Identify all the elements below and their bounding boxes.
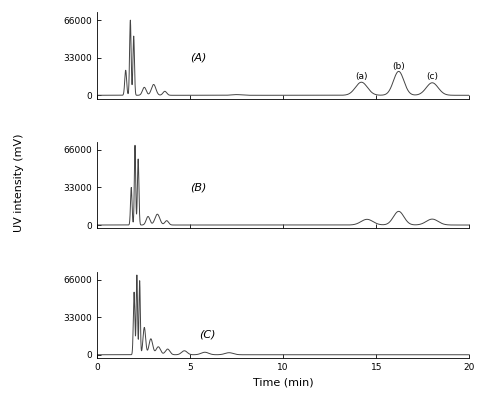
Text: (A): (A) — [190, 53, 206, 63]
Text: (b): (b) — [393, 62, 405, 71]
Text: (C): (C) — [199, 329, 216, 339]
Text: UV intensity (mV): UV intensity (mV) — [15, 134, 24, 232]
Text: (a): (a) — [355, 72, 368, 81]
Text: (B): (B) — [190, 182, 206, 193]
Text: (c): (c) — [426, 72, 438, 81]
X-axis label: Time (min): Time (min) — [253, 378, 314, 387]
